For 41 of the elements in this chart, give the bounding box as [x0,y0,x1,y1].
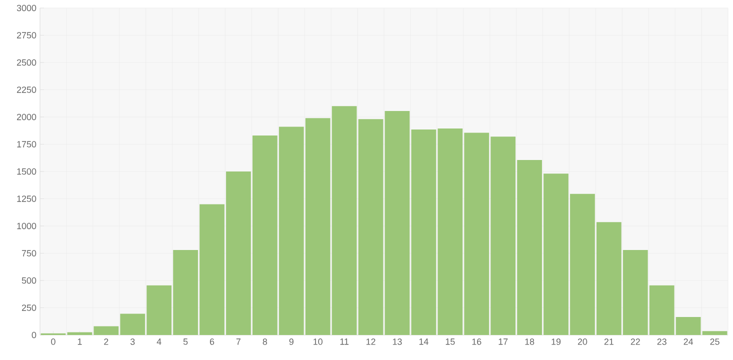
x-tick-label: 9 [289,338,294,345]
y-tick-label: 2500 [16,59,36,66]
y-tick-label: 250 [22,304,36,311]
x-tick-label: 0 [51,338,56,345]
x-tick-label: 1 [78,338,82,345]
y-tick-label: 750 [22,250,36,256]
y-tick-label: 2750 [16,32,36,38]
x-tick-label: 23 [657,338,666,345]
y-tick-label: 1000 [17,222,36,230]
x-tick-label: 3 [130,338,135,345]
x-tick-label: 11 [340,338,349,345]
x-tick-label: 5 [183,338,188,345]
y-tick-label: 3000 [16,4,36,12]
x-tick-label: 20 [578,338,588,345]
y-tick-label: 2250 [16,86,36,93]
x-tick-label: 16 [472,338,482,345]
x-tick-label: 18 [525,338,534,345]
x-tick-label: 6 [210,338,214,345]
x-tick-label: 7 [236,338,240,345]
x-tick-label: 19 [552,338,561,345]
y-tick-label: 1250 [17,196,36,202]
y-tick-label: 0 [32,332,36,338]
x-tick-label: 17 [498,338,508,345]
x-tick-label: 13 [392,338,402,345]
x-tick-label: 2 [104,338,108,345]
x-tick-label: 8 [262,338,268,345]
x-tick-label: 10 [314,338,322,345]
x-tick-label: 22 [630,338,640,345]
y-tick-label: 1750 [17,141,36,148]
x-tick-label: 14 [419,338,428,345]
y-tick-label: 1500 [17,168,36,175]
y-tick-label: 500 [22,277,36,284]
y-tick-label: 2000 [16,114,36,120]
x-tick-label: 24 [684,338,694,345]
x-tick-label: 21 [604,338,614,345]
bar [358,119,384,335]
bar [384,111,410,335]
x-tick-label: 15 [446,338,455,345]
x-tick-label: 25 [710,338,720,345]
x-tick-label: 12 [366,338,376,345]
x-tick-label: 4 [156,338,162,345]
